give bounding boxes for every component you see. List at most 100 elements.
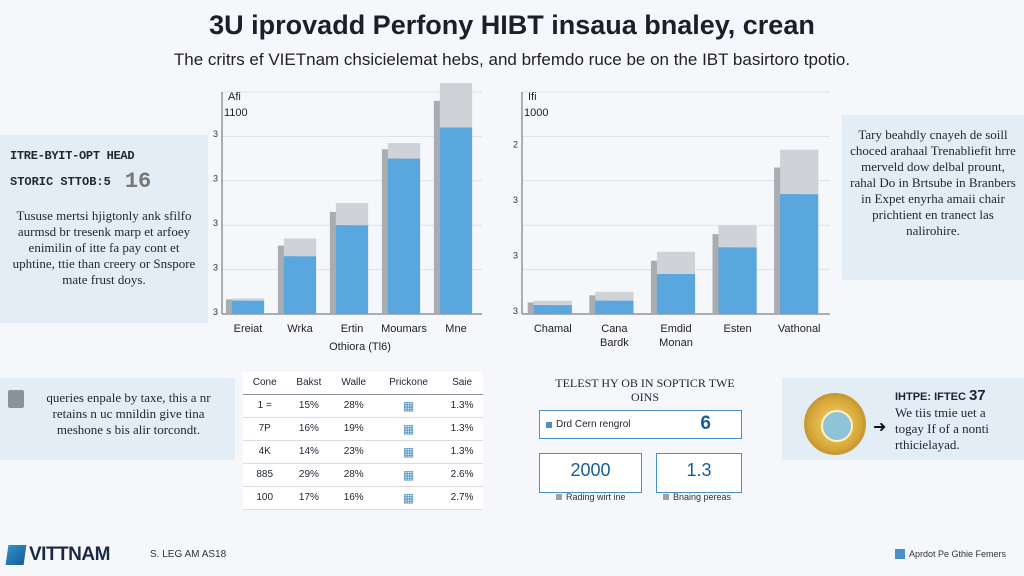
x-tick-label: Monan xyxy=(659,337,693,349)
y-tick-label: 3 xyxy=(213,262,218,272)
table-header: Cone xyxy=(243,372,287,395)
table-header: Prickone xyxy=(375,372,442,395)
left-info-panel: ITRE-BYIT-OPT HEAD STORIC STTOB:5 16 Tus… xyxy=(0,135,208,323)
x-tick-label: Ertin xyxy=(341,323,364,335)
bar-cap xyxy=(533,300,572,306)
table-cell: 19% xyxy=(331,417,376,441)
table-cell: 2.7% xyxy=(441,486,483,510)
table-cell: 2.6% xyxy=(441,463,483,487)
x-tick-label: Chamal xyxy=(534,323,572,335)
bar xyxy=(439,127,473,314)
chart-icon: ▦ xyxy=(375,440,442,464)
x-tick-label: Mne xyxy=(445,323,466,335)
bar xyxy=(595,300,634,314)
logo-mark-icon xyxy=(5,545,27,565)
chart-icon: ▦ xyxy=(375,417,442,441)
table-cell: 885 xyxy=(243,463,287,487)
table-cell: 17% xyxy=(286,486,332,510)
table-row: 100 17% 16% ▦ 2.7% xyxy=(243,486,483,510)
table-cell: 16% xyxy=(286,417,332,441)
y-tick-label: 3 xyxy=(213,129,218,139)
stat-box-tertiary: 1.3 xyxy=(656,453,742,493)
bar-cap xyxy=(656,251,696,275)
brand-logo: VITTNAM xyxy=(5,544,110,566)
left-panel-big-number: 16 xyxy=(124,169,152,194)
bottom-left-note: queries enpale by taxe, this a nr retain… xyxy=(0,378,235,460)
bar-cap xyxy=(439,83,473,128)
bar xyxy=(656,274,696,314)
caption-text: Rading wirt ine xyxy=(566,492,626,502)
chart-icon: ▦ xyxy=(375,486,442,510)
bar-cap xyxy=(335,203,369,226)
bar xyxy=(718,247,757,314)
left-panel-subhead-text: STORIC STTOB:5 xyxy=(10,174,111,189)
x-axis-label: Othiora (Tl6) xyxy=(329,341,391,353)
table-row: 885 29% 28% ▦ 2.6% xyxy=(243,463,483,487)
bar xyxy=(231,300,265,314)
stat-box-primary-value: 6 xyxy=(700,413,711,434)
bar-cap xyxy=(595,291,634,301)
bottom-right-head: IHTPE: IFTEC 37 xyxy=(895,388,1015,405)
right-panel-text: Tary beahdly cnayeh de soill choced arah… xyxy=(850,127,1016,238)
table-cell: 23% xyxy=(331,440,376,464)
bar-chart-left: 3 3 3 3 3 Afi 1100 Ereiat Wrka Ertin Moumars Mne Oth… xyxy=(213,83,482,353)
corner-value: 1100 xyxy=(224,107,248,119)
corner-value: 1000 xyxy=(524,107,548,119)
table-cell: 28% xyxy=(331,463,376,487)
bottom-right-head-text: IHTPE: IFTEC xyxy=(895,391,966,403)
table-row: 1 = 15% 28% ▦ 1.3% xyxy=(243,394,483,418)
page-title: 3U iprovadd Perfony HIBT insaua bnaley, … xyxy=(209,10,815,40)
bar xyxy=(283,256,317,314)
table-cell: 1 = xyxy=(243,394,287,418)
caption-text: Bnaing pereas xyxy=(673,492,732,502)
chart-icon: ▦ xyxy=(375,394,442,418)
y-tick-label: 3 xyxy=(513,195,518,205)
footer-right: Aprdot Pe Gthie Femers xyxy=(894,549,1006,559)
table-row: 7P 16% 19% ▦ 1.3% xyxy=(243,417,483,441)
table-row: 4K 14% 23% ▦ 1.3% xyxy=(243,440,483,464)
table-cell: 7P xyxy=(243,417,287,441)
left-panel-subhead: STORIC STTOB:5 16 xyxy=(10,169,198,194)
x-tick-label: Ereiat xyxy=(234,323,263,335)
bar xyxy=(335,225,369,314)
table-cell: 15% xyxy=(286,394,332,418)
footer-right-text: Aprdot Pe Gthie Femers xyxy=(908,549,1006,559)
bar xyxy=(780,194,819,314)
table-cell: 4K xyxy=(243,440,287,464)
bar-cap xyxy=(718,225,757,248)
server-icon xyxy=(8,390,24,408)
brand-logo-text: VITTNAM xyxy=(29,544,110,565)
y-tick-label: 2 xyxy=(513,140,518,150)
bar-cap xyxy=(780,149,819,195)
data-table: Cone Bakst Walle Prickone Saie 1 = 15% 28%… xyxy=(243,372,483,510)
y-tick-label: 3 xyxy=(213,174,218,184)
bar-cap xyxy=(283,238,317,257)
stat-box-primary: Drd Cern rengrol 6 xyxy=(539,410,742,439)
corner-label: Afi xyxy=(228,91,241,103)
page-subtitle: The critrs ef VIETnam chsicielemat hebs,… xyxy=(173,50,851,69)
x-tick-label: Moumars xyxy=(381,323,427,335)
table-cell: 1.3% xyxy=(441,394,483,418)
table-header: Walle xyxy=(331,372,376,395)
footer-icon xyxy=(894,549,905,559)
arrow-right-icon: ➜ xyxy=(873,419,887,436)
bottom-right-text-block: IHTPE: IFTEC 37 We tiis tmie uet a togay… xyxy=(895,388,1015,453)
stat-box-primary-label: Drd Cern rengrol xyxy=(556,419,631,430)
bottom-right-body: We tiis tmie uet a togay If of a nonti r… xyxy=(895,405,989,452)
table-cell: 14% xyxy=(286,440,332,464)
chart-icon: ▦ xyxy=(375,463,442,487)
y-tick-label: 3 xyxy=(213,218,218,228)
footer-mid-text: S. LEG AM AS18 xyxy=(150,549,227,560)
table-header-row: Cone Bakst Walle Prickone Saie xyxy=(243,372,483,395)
bottom-left-text: queries enpale by taxe, this a nr retain… xyxy=(46,390,211,437)
bar-cap xyxy=(231,298,265,301)
table-cell: 1.3% xyxy=(441,440,483,464)
coin-icon xyxy=(804,393,866,455)
table-cell: 28% xyxy=(331,394,376,418)
legend-square-icon xyxy=(546,421,552,428)
table-cell: 16% xyxy=(331,486,376,510)
legend-square-icon xyxy=(556,494,562,500)
x-tick-label: Esten xyxy=(724,323,752,335)
bottom-right-head-number: 37 xyxy=(968,387,986,404)
bar-chart-right: 3 3 3 2 Ifi 1000 Chamal Cana Bardk Emdid Monan Este… xyxy=(513,91,830,349)
